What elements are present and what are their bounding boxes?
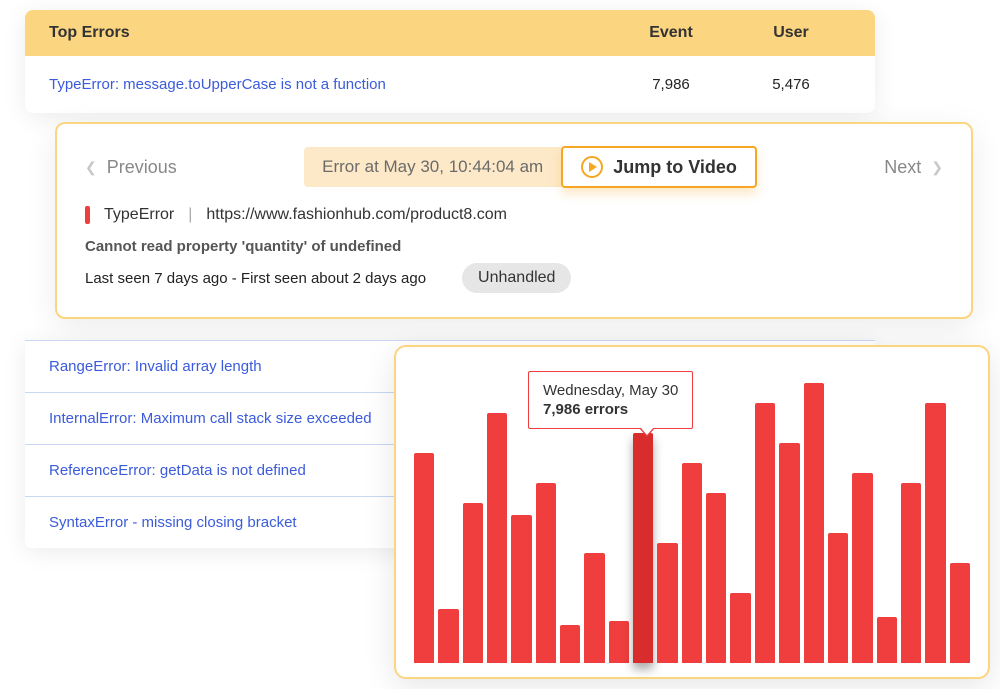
prev-label: Previous — [107, 157, 177, 178]
bar[interactable] — [487, 413, 507, 663]
chart-tooltip: Wednesday, May 30 7,986 errors — [528, 371, 693, 429]
bar[interactable] — [463, 503, 483, 663]
bar[interactable] — [755, 403, 775, 663]
bar[interactable] — [657, 543, 677, 663]
chevron-left-icon: ❮ — [85, 159, 97, 176]
jump-to-video-button[interactable]: Jump to Video — [561, 146, 757, 188]
bar[interactable] — [877, 617, 897, 663]
bar[interactable] — [414, 453, 434, 663]
bar[interactable] — [682, 463, 702, 663]
seen-row: Last seen 7 days ago - First seen about … — [85, 263, 943, 293]
bar[interactable] — [560, 625, 580, 663]
bar[interactable] — [633, 433, 653, 663]
next-label: Next — [884, 157, 921, 178]
bar[interactable] — [901, 483, 921, 663]
bar[interactable] — [950, 563, 970, 663]
next-button[interactable]: Next ❯ — [884, 157, 943, 178]
event-count: 7,986 — [611, 76, 731, 93]
bar[interactable] — [852, 473, 872, 663]
nav-row: ❮ Previous Error at May 30, 10:44:04 am … — [85, 146, 943, 188]
error-table: Top Errors Event User TypeError: message… — [25, 10, 875, 113]
bar[interactable] — [925, 403, 945, 663]
header-errors: Top Errors — [49, 24, 611, 42]
bar[interactable] — [828, 533, 848, 663]
severity-bar-icon — [85, 206, 90, 224]
table-row[interactable]: TypeError: message.toUpperCase is not a … — [25, 56, 875, 113]
bar[interactable] — [779, 443, 799, 663]
tooltip-date: Wednesday, May 30 — [543, 382, 678, 399]
error-url: https://www.fashionhub.com/product8.com — [206, 206, 507, 224]
prev-button[interactable]: ❮ Previous — [85, 157, 177, 178]
error-chart: Wednesday, May 30 7,986 errors — [394, 345, 990, 679]
seen-text: Last seen 7 days ago - First seen about … — [85, 270, 426, 287]
unhandled-badge: Unhandled — [462, 263, 571, 293]
bar[interactable] — [536, 483, 556, 663]
user-count: 5,476 — [731, 76, 851, 93]
bar[interactable] — [609, 621, 629, 663]
bar[interactable] — [584, 553, 604, 663]
chevron-right-icon: ❯ — [931, 159, 943, 176]
bar[interactable] — [511, 515, 531, 663]
bar[interactable] — [730, 593, 750, 663]
table-header: Top Errors Event User — [25, 10, 875, 56]
error-detail-card: ❮ Previous Error at May 30, 10:44:04 am … — [55, 122, 973, 319]
bar[interactable] — [438, 609, 458, 663]
separator: | — [188, 206, 192, 224]
jump-label: Jump to Video — [613, 157, 737, 178]
play-icon — [581, 156, 603, 178]
header-event: Event — [611, 24, 731, 42]
bar[interactable] — [804, 383, 824, 663]
tooltip-count: 7,986 errors — [543, 401, 678, 418]
header-user: User — [731, 24, 851, 42]
bar[interactable] — [706, 493, 726, 663]
error-name: TypeError: message.toUpperCase is not a … — [49, 76, 611, 93]
timestamp-group: Error at May 30, 10:44:04 am Jump to Vid… — [304, 146, 757, 188]
timestamp-pill: Error at May 30, 10:44:04 am — [304, 147, 561, 187]
error-message: Cannot read property 'quantity' of undef… — [85, 238, 943, 255]
error-type: TypeError — [104, 206, 174, 224]
error-type-line: TypeError | https://www.fashionhub.com/p… — [85, 206, 943, 224]
